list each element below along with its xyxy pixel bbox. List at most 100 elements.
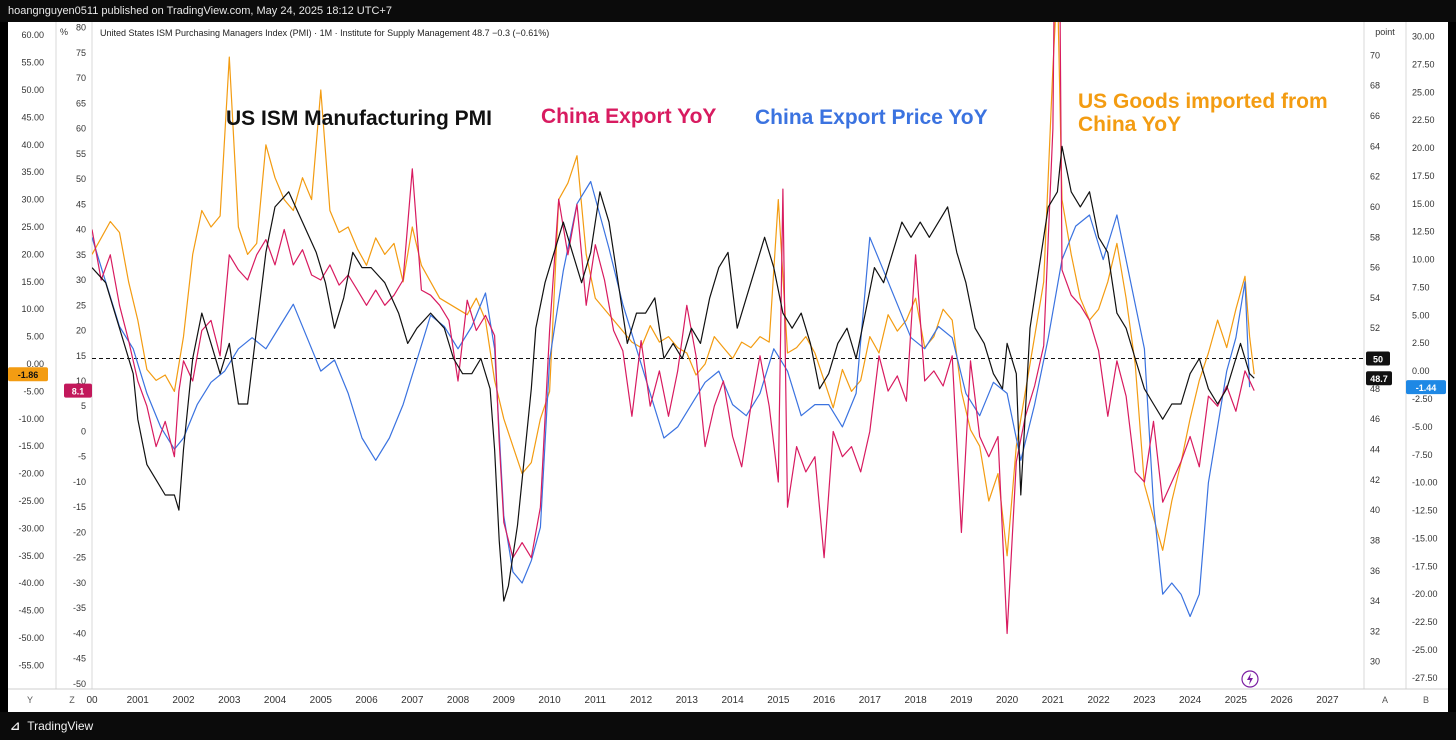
- left-outer-value-badge: -1.86: [18, 370, 39, 380]
- left-inner-tick: 80: [76, 23, 86, 33]
- left-outer-tick: -30.00: [18, 523, 44, 533]
- right-inner-tick: 62: [1370, 172, 1380, 182]
- x-year-tick: 2015: [767, 695, 790, 706]
- left-outer-tick: -20.00: [18, 469, 44, 479]
- left-inner-tick: 10: [76, 376, 86, 386]
- right-outer-tick: -7.50: [1412, 450, 1433, 460]
- left-outer-tick: 30.00: [21, 195, 44, 205]
- right-outer-tick: 0.00: [1412, 366, 1430, 376]
- left-inner-tick: 40: [76, 225, 86, 235]
- right-outer-value-badge-bg: [1406, 380, 1446, 395]
- right-outer-tick: 15.00: [1412, 199, 1435, 209]
- right-inner-tick: 70: [1370, 50, 1380, 60]
- left-inner-tick: 70: [76, 73, 86, 83]
- left-inner-tick: 25: [76, 300, 86, 310]
- left-outer-tick: -25.00: [18, 496, 44, 506]
- left-outer-tick: 5.00: [26, 332, 44, 342]
- right-outer-tick: -25.00: [1412, 645, 1438, 655]
- x-year-tick: 2009: [493, 695, 516, 706]
- scale-b-button[interactable]: B: [1423, 695, 1429, 705]
- x-year-tick: 00: [86, 695, 98, 706]
- left-outer-tick: 10.00: [21, 304, 44, 314]
- right-outer-tick: 27.50: [1412, 59, 1435, 69]
- left-inner-tick: 65: [76, 98, 86, 108]
- lightning-icon[interactable]: [1241, 670, 1259, 688]
- left-inner-tick: 30: [76, 275, 86, 285]
- left-inner-tick: -50: [73, 679, 86, 689]
- tradingview-brand-text: TradingView: [27, 719, 94, 733]
- left-inner-tick: 55: [76, 149, 86, 159]
- series-annotation-label: China YoY: [1078, 113, 1181, 136]
- right-outer-tick: 30.00: [1412, 32, 1435, 42]
- x-year-tick: 2012: [630, 695, 653, 706]
- tradingview-logo-icon: ⊿: [10, 719, 21, 733]
- right-outer-tick: -10.00: [1412, 478, 1438, 488]
- chart-frame: 60.00 55.00 50.00 45.00 40.00 35.00 30.00 25.00…: [8, 22, 1448, 712]
- right-inner-tick: 56: [1370, 263, 1380, 273]
- right-inner-last-badge-bg: [1366, 371, 1392, 386]
- series-line-china-export-yoy[interactable]: [92, 22, 1255, 635]
- left-outer-tick: 35.00: [21, 167, 44, 177]
- series-line-us-ism-manufacturing-pmi[interactable]: [92, 145, 1255, 602]
- x-year-tick: 2018: [904, 695, 927, 706]
- left-inner-tick: 75: [76, 48, 86, 58]
- footer-brand: ⊿ TradingView: [0, 712, 1456, 740]
- left-outer-tick: 55.00: [21, 58, 44, 68]
- right-inner-last-badge: 48.7: [1370, 374, 1388, 384]
- right-outer-tick: -17.50: [1412, 561, 1438, 571]
- x-year-tick: 2004: [264, 695, 287, 706]
- x-year-tick: 2024: [1179, 695, 1202, 706]
- right-outer-tick: -27.50: [1412, 673, 1438, 683]
- right-outer-tick: -15.00: [1412, 533, 1438, 543]
- indicator-legend: United States ISM Purchasing Managers In…: [100, 28, 549, 38]
- right-inner-tick: 40: [1370, 505, 1380, 515]
- x-year-tick: 2019: [950, 695, 973, 706]
- scale-a-button[interactable]: A: [1382, 695, 1388, 705]
- right-inner-tick: 48: [1370, 384, 1380, 394]
- right-inner-50-badge-bg: [1366, 351, 1390, 366]
- right-inner-tick: 58: [1370, 232, 1380, 242]
- right-outer-value-badge: -1.44: [1416, 383, 1437, 393]
- chart[interactable]: 60.0055.0050.0045.0040.0035.0030.0025.00…: [8, 22, 1448, 712]
- right-outer-tick: 2.50: [1412, 338, 1430, 348]
- right-inner-tick: 34: [1370, 596, 1380, 606]
- series-line-china-export-price-yoy[interactable]: [92, 180, 1251, 618]
- x-year-tick: 2006: [355, 695, 378, 706]
- left-outer-tick: -50.00: [18, 633, 44, 643]
- x-year-tick: 2023: [1133, 695, 1156, 706]
- scale-z-button[interactable]: Z: [69, 695, 75, 705]
- right-inner-tick: 66: [1370, 111, 1380, 121]
- left-outer-tick: 0.00: [26, 359, 44, 369]
- left-inner-value-badge-bg: [64, 383, 92, 398]
- left-outer-tick: -10.00: [18, 414, 44, 424]
- left-inner-tick: -35: [73, 603, 86, 613]
- x-year-tick: 2025: [1225, 695, 1248, 706]
- x-year-tick: 2014: [721, 695, 744, 706]
- left-inner-tick: -20: [73, 527, 86, 537]
- left-inner-tick: 15: [76, 351, 86, 361]
- left-inner-tick: -45: [73, 654, 86, 664]
- right-inner-unit: point: [1375, 27, 1395, 37]
- right-outer-tick: -5.00: [1412, 422, 1433, 432]
- left-inner-tick: 60: [76, 124, 86, 134]
- right-outer-tick: 20.00: [1412, 143, 1435, 153]
- scale-y-button[interactable]: Y: [27, 695, 33, 705]
- series-line-us-goods-imported-from-china-yoy[interactable]: [92, 22, 1255, 557]
- left-inner-tick: 5: [81, 401, 86, 411]
- x-year-tick: 2021: [1042, 695, 1065, 706]
- right-inner-tick: 42: [1370, 475, 1380, 485]
- left-inner-tick: 35: [76, 250, 86, 260]
- left-outer-tick: -40.00: [18, 578, 44, 588]
- right-outer-tick: -20.00: [1412, 589, 1438, 599]
- right-inner-tick: 54: [1370, 293, 1380, 303]
- left-outer-tick: -55.00: [18, 660, 44, 670]
- x-year-tick: 2026: [1271, 695, 1294, 706]
- left-outer-tick: -45.00: [18, 606, 44, 616]
- right-outer-tick: 5.00: [1412, 310, 1430, 320]
- right-outer-tick: 12.50: [1412, 227, 1435, 237]
- right-outer-tick: 7.50: [1412, 282, 1430, 292]
- x-year-tick: 2022: [1087, 695, 1110, 706]
- series-annotation-label: China Export YoY: [541, 105, 716, 128]
- left-inner-tick: -30: [73, 578, 86, 588]
- left-outer-tick: 15.00: [21, 277, 44, 287]
